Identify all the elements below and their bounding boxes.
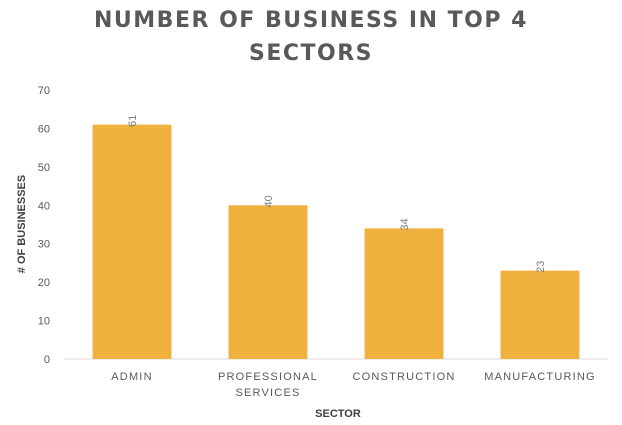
data-labels: 61 40 34 23 (127, 115, 547, 273)
data-label: 23 (535, 261, 547, 273)
bar (228, 205, 308, 359)
bar (364, 228, 444, 359)
category-label: PROFESSIONAL (218, 371, 318, 383)
data-label: 61 (127, 115, 139, 127)
bar (92, 124, 172, 359)
data-label: 34 (399, 218, 411, 230)
chart-title-line-2: SECTORS (249, 41, 373, 66)
x-axis-title: SECTOR (315, 408, 361, 420)
y-tick-label: 50 (38, 162, 50, 174)
category-label: CONSTRUCTION (352, 371, 455, 383)
y-axis-title: # OF BUSINESSES (16, 175, 28, 273)
chart-title-line-1: NUMBER OF BUSINESS IN TOP 4 (94, 8, 528, 33)
y-tick-label: 0 (44, 354, 50, 366)
category-label: MANUFACTURING (484, 371, 596, 383)
y-tick-label: 40 (38, 200, 50, 212)
bar (500, 270, 580, 359)
data-label: 40 (263, 195, 275, 207)
y-tick-label: 70 (38, 85, 50, 97)
y-tick-label: 20 (38, 277, 50, 289)
category-label: SERVICES (235, 387, 300, 399)
category-label: ADMIN (111, 371, 152, 383)
y-tick-label: 30 (38, 239, 50, 251)
bars (92, 124, 580, 359)
x-axis-category-labels: ADMIN PROFESSIONAL SERVICES CONSTRUCTION MAN… (111, 371, 596, 399)
y-axis-ticks: 0 10 20 30 40 50 60 70 (38, 85, 50, 366)
y-tick-label: 60 (38, 123, 50, 135)
y-tick-label: 10 (38, 316, 50, 328)
